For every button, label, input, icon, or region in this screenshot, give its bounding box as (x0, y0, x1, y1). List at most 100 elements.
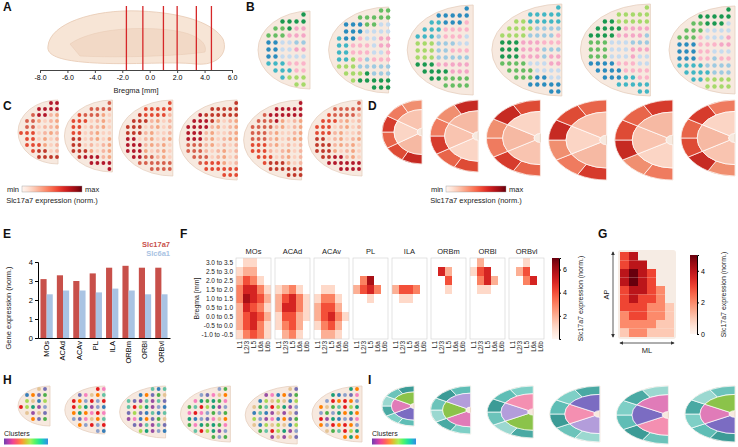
cell (275, 321, 282, 330)
spot (315, 149, 319, 153)
spot (107, 149, 111, 153)
axis-arrow (620, 343, 674, 344)
spot (549, 40, 553, 44)
cell (335, 330, 342, 339)
section-outline (407, 5, 473, 95)
tick: 0 (697, 331, 705, 338)
spot (344, 43, 348, 47)
panel-title: ORBvl (516, 247, 538, 256)
spot (107, 125, 111, 129)
spot (631, 33, 635, 37)
spot (31, 113, 35, 117)
spot (429, 41, 433, 45)
tick: 4 (697, 268, 705, 275)
spot (25, 411, 29, 415)
spot (355, 387, 359, 391)
spot (677, 49, 681, 53)
spot (351, 22, 355, 26)
tick-label: PL (91, 341, 100, 350)
section-line (196, 6, 197, 70)
spot (321, 155, 325, 159)
cell (264, 294, 271, 303)
spot (150, 167, 154, 171)
spot (301, 82, 305, 86)
spot (84, 423, 88, 427)
spot (349, 393, 353, 397)
spot (204, 137, 208, 141)
spot (273, 26, 277, 30)
cell (484, 285, 491, 294)
spot (351, 143, 355, 147)
spot (168, 137, 172, 141)
colorbar (22, 186, 82, 192)
spot (192, 155, 196, 159)
spot (223, 423, 227, 427)
spot (638, 68, 642, 72)
spot (344, 64, 348, 68)
spot (210, 167, 214, 171)
spot (95, 125, 99, 129)
spot (293, 107, 297, 111)
spot (422, 48, 426, 52)
spot (698, 49, 702, 53)
spot (357, 119, 361, 123)
cell (523, 258, 530, 267)
spot (275, 155, 279, 159)
spot (719, 56, 723, 60)
spot (343, 429, 347, 433)
tick-label: 2 (563, 313, 567, 320)
spot (145, 399, 149, 403)
spot (269, 167, 273, 171)
cell (656, 329, 665, 338)
spot (168, 113, 172, 117)
spot (216, 113, 220, 117)
spot (138, 161, 142, 165)
axis-title: AP (602, 289, 611, 299)
spot (372, 36, 376, 40)
spot (204, 131, 208, 135)
spot (282, 423, 286, 427)
spot (228, 137, 232, 141)
spot (228, 125, 232, 129)
brain-section (685, 386, 735, 442)
spot (450, 13, 454, 17)
colorbar (690, 255, 697, 334)
spot (294, 405, 298, 409)
spot (684, 63, 688, 67)
spot (89, 161, 93, 165)
panel-title: MOs (246, 247, 262, 256)
spot (281, 125, 285, 129)
spot (102, 417, 106, 421)
spot (281, 155, 285, 159)
spot (726, 35, 730, 39)
brain-section (487, 386, 533, 438)
cell (275, 312, 282, 321)
legend-entry: Slc17a7 (142, 240, 170, 249)
spot (294, 435, 298, 439)
spot (691, 28, 695, 32)
spot (457, 69, 461, 73)
spot (228, 161, 232, 165)
spot (333, 143, 337, 147)
spot (726, 28, 730, 32)
spot (138, 137, 142, 141)
spot (198, 113, 202, 117)
spot (358, 78, 362, 82)
spot (415, 55, 419, 59)
cell (638, 329, 647, 338)
spot (19, 405, 23, 409)
brain-section (120, 386, 167, 438)
brain-section (258, 11, 310, 89)
cell (236, 267, 243, 276)
spot (355, 405, 359, 409)
spot (156, 119, 160, 123)
spot (357, 161, 361, 165)
spot (157, 405, 161, 409)
spot (500, 54, 504, 58)
spot (139, 411, 143, 415)
spot (138, 131, 142, 135)
spot (198, 143, 202, 147)
spot (280, 47, 284, 51)
spot (37, 417, 41, 421)
cell (638, 295, 647, 304)
